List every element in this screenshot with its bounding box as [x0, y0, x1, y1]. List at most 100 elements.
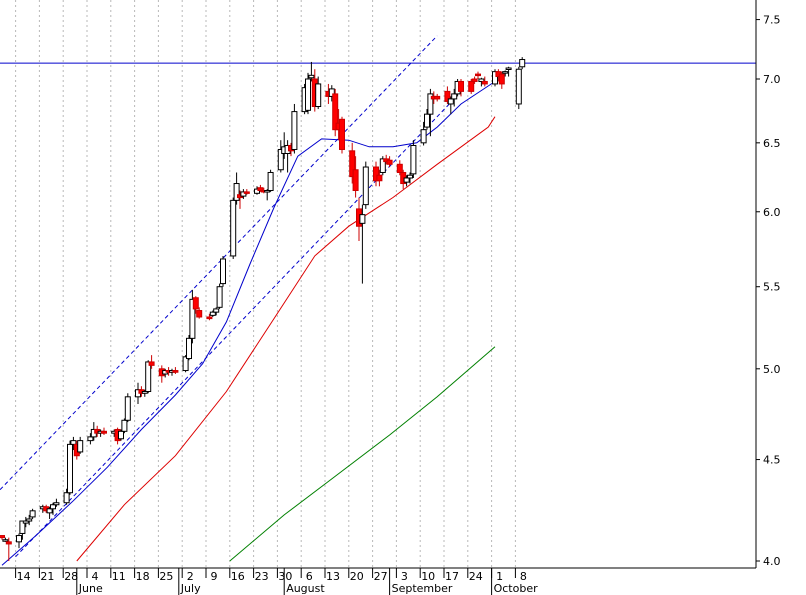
candle	[407, 172, 413, 184]
candle-body	[145, 361, 152, 392]
candle	[121, 418, 128, 434]
candle-body	[233, 183, 240, 201]
candle-body	[16, 535, 22, 543]
x-axis-day-labels: 14 21 28 4 11 18 25 2 9 16 23 30 6 13 20 27 3 10 17 24 1 8	[15, 568, 527, 583]
x-tick-label: 16	[231, 570, 245, 583]
y-tick-label: 4.0	[763, 555, 781, 568]
candle	[267, 169, 274, 192]
candle-body	[46, 508, 53, 514]
candle	[220, 255, 226, 287]
candle-body	[502, 71, 509, 74]
candle-body	[101, 430, 107, 434]
candle-body	[63, 492, 70, 504]
x-tick-label: 23	[255, 570, 269, 583]
candle-body	[498, 73, 505, 85]
x-tick-label: 24	[469, 570, 483, 583]
candle-body	[403, 177, 410, 183]
month-label: September	[392, 582, 453, 595]
candle-body	[213, 308, 220, 313]
candle-body	[53, 502, 60, 506]
candle-body	[257, 187, 264, 192]
candle	[447, 96, 454, 115]
candle	[172, 367, 179, 374]
candle	[379, 156, 386, 176]
candle	[458, 79, 464, 97]
candle	[502, 70, 509, 77]
candle-body	[182, 356, 189, 372]
x-tick-label: 30	[278, 570, 292, 583]
candle-body	[420, 129, 427, 144]
x-tick-label: 3	[401, 570, 408, 583]
candlesticks	[0, 57, 526, 561]
moving-averages	[1, 81, 496, 566]
month-label: June	[78, 582, 103, 595]
candle	[189, 289, 196, 344]
candle-body	[264, 190, 271, 193]
candle	[46, 506, 53, 519]
candle	[240, 189, 247, 199]
candle	[349, 142, 356, 184]
candle-body	[192, 297, 199, 310]
candle-body	[87, 436, 94, 442]
candle	[2, 537, 9, 542]
candle	[124, 393, 131, 423]
candle-body	[519, 59, 526, 68]
candle	[87, 433, 94, 445]
candle-body	[359, 214, 366, 224]
candle	[0, 535, 5, 540]
candle	[5, 537, 12, 561]
candle-body	[186, 337, 192, 360]
candle-body	[481, 80, 488, 85]
candle-body	[328, 88, 335, 97]
moving-average-line-1	[1, 81, 496, 566]
candle	[192, 296, 199, 314]
candle-body	[26, 518, 33, 522]
candle	[213, 307, 220, 316]
candle	[53, 498, 60, 507]
candle-body	[70, 440, 77, 445]
candle	[308, 61, 315, 82]
candle-body	[515, 68, 522, 105]
candle	[315, 76, 322, 110]
x-tick-label: 20	[350, 570, 364, 583]
candle-body	[230, 199, 237, 257]
y-tick-label: 7.5	[763, 14, 781, 27]
candle	[481, 76, 488, 87]
candle-body	[0, 535, 5, 539]
candle	[141, 389, 148, 397]
candle	[505, 66, 512, 77]
candle	[257, 184, 264, 192]
candle	[424, 109, 430, 130]
candle-body	[308, 74, 315, 79]
x-tick-label: 6	[306, 570, 313, 583]
candle	[451, 88, 458, 107]
candle-body	[216, 286, 223, 308]
candle	[359, 204, 366, 284]
candle-body	[121, 419, 128, 432]
candle	[478, 77, 485, 87]
candle	[403, 175, 410, 187]
candle	[434, 93, 441, 102]
candle	[196, 307, 203, 319]
x-tick-label: 27	[374, 570, 388, 583]
candle-body	[424, 113, 430, 128]
candle-body	[220, 258, 226, 285]
candle	[396, 160, 403, 176]
candle	[101, 427, 107, 436]
x-tick-label: 1	[496, 570, 503, 583]
candle-body	[124, 396, 131, 421]
candle-body	[471, 78, 478, 82]
candle-body	[29, 510, 36, 518]
y-tick-label: 6.0	[763, 206, 781, 219]
y-tick-label: 5.5	[763, 281, 781, 294]
candle-body	[148, 361, 155, 366]
x-tick-label: 2	[187, 570, 194, 583]
candle	[444, 86, 451, 104]
candle-body	[267, 171, 274, 192]
candle-body	[77, 440, 84, 453]
candle-body	[277, 148, 284, 171]
candle-body	[362, 166, 369, 206]
candle-body	[352, 169, 359, 192]
candle-body	[349, 150, 356, 178]
